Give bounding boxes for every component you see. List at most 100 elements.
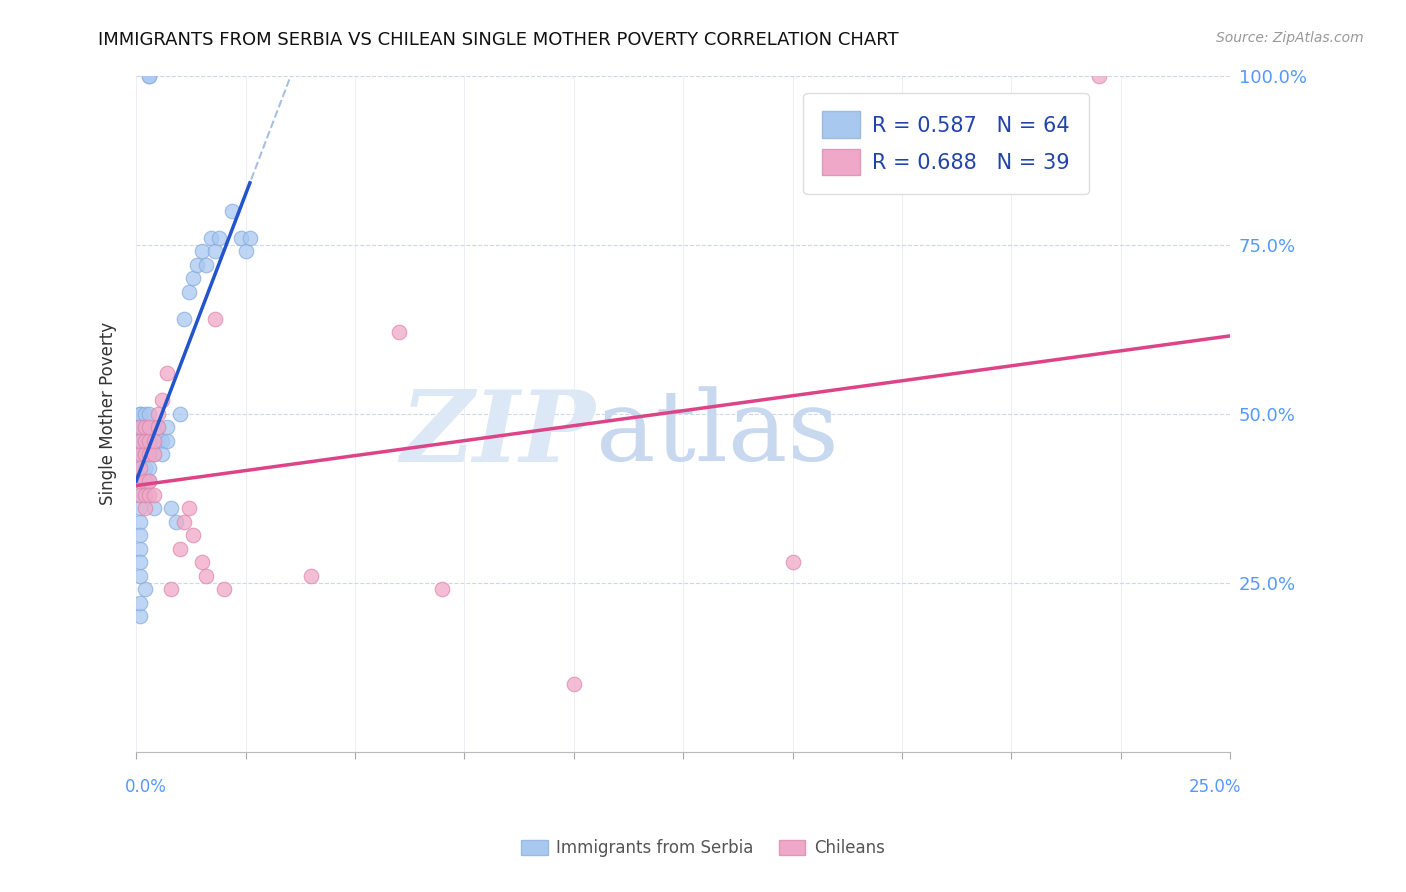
Point (129, 474, 152, 488)
Point (150, 434, 173, 448)
Point (204, 311, 226, 326)
Point (134, 420, 156, 434)
Text: ZIP: ZIP (401, 385, 596, 482)
Point (129, 568, 152, 582)
Point (146, 407, 169, 421)
Point (160, 582, 183, 597)
Point (181, 271, 204, 285)
Point (562, 677, 585, 691)
Point (142, 488, 165, 502)
Text: Source: ZipAtlas.com: Source: ZipAtlas.com (1216, 31, 1364, 45)
Point (134, 488, 156, 502)
Point (173, 515, 195, 529)
Point (156, 420, 179, 434)
Point (195, 258, 218, 272)
Point (181, 528, 204, 542)
Point (129, 596, 152, 610)
Point (156, 434, 179, 448)
Point (129, 488, 152, 502)
Point (134, 447, 156, 461)
Point (239, 231, 262, 245)
Point (160, 501, 183, 516)
Point (231, 231, 253, 245)
Point (200, 231, 222, 245)
Point (134, 460, 156, 475)
Point (129, 447, 152, 461)
Point (138, 407, 160, 421)
Point (129, 501, 152, 516)
Text: IMMIGRANTS FROM SERBIA VS CHILEAN SINGLE MOTHER POVERTY CORRELATION CHART: IMMIGRANTS FROM SERBIA VS CHILEAN SINGLE… (98, 31, 898, 49)
Point (156, 366, 179, 380)
Point (134, 582, 156, 597)
Point (191, 555, 214, 569)
Point (204, 244, 226, 259)
Point (1088, 69, 1111, 83)
Point (129, 420, 152, 434)
Legend: Immigrants from Serbia, Chileans: Immigrants from Serbia, Chileans (515, 833, 891, 864)
Point (129, 515, 152, 529)
Point (129, 407, 152, 421)
Point (129, 434, 152, 448)
Point (138, 474, 160, 488)
Point (142, 447, 165, 461)
Point (138, 447, 160, 461)
Point (129, 474, 152, 488)
Text: 25.0%: 25.0% (1188, 778, 1241, 796)
Text: 0.0%: 0.0% (125, 778, 167, 796)
Point (129, 420, 152, 434)
Point (129, 460, 152, 475)
Point (129, 555, 152, 569)
Point (212, 582, 235, 597)
Point (165, 515, 187, 529)
Point (129, 407, 152, 421)
Point (129, 541, 152, 556)
Point (138, 420, 160, 434)
Point (129, 420, 152, 434)
Point (388, 326, 411, 340)
Point (138, 69, 160, 83)
Point (129, 528, 152, 542)
Point (134, 447, 156, 461)
Point (134, 488, 156, 502)
Point (299, 568, 322, 582)
Point (134, 447, 156, 461)
Point (186, 258, 208, 272)
Point (129, 434, 152, 448)
Point (169, 407, 191, 421)
Point (191, 244, 214, 259)
Point (150, 447, 173, 461)
Text: atlas: atlas (596, 386, 838, 482)
Y-axis label: Single Mother Poverty: Single Mother Poverty (100, 322, 117, 505)
Point (134, 407, 156, 421)
Point (129, 420, 152, 434)
Point (221, 203, 243, 218)
Point (142, 434, 165, 448)
Point (173, 311, 195, 326)
Point (129, 460, 152, 475)
Point (432, 582, 454, 597)
Point (129, 434, 152, 448)
Point (142, 447, 165, 461)
Point (146, 420, 169, 434)
Point (138, 434, 160, 448)
Point (142, 501, 165, 516)
Point (146, 420, 169, 434)
Point (134, 474, 156, 488)
Point (134, 420, 156, 434)
Point (134, 474, 156, 488)
Point (129, 460, 152, 475)
Point (129, 488, 152, 502)
Point (150, 392, 173, 407)
Point (195, 568, 218, 582)
Point (138, 69, 160, 83)
Point (129, 420, 152, 434)
Point (138, 420, 160, 434)
Point (134, 501, 156, 516)
Point (134, 434, 156, 448)
Point (134, 434, 156, 448)
Legend: R = 0.587   N = 64, R = 0.688   N = 39: R = 0.587 N = 64, R = 0.688 N = 39 (803, 93, 1088, 194)
Point (177, 285, 200, 299)
Point (138, 488, 160, 502)
Point (129, 434, 152, 448)
Point (129, 609, 152, 624)
